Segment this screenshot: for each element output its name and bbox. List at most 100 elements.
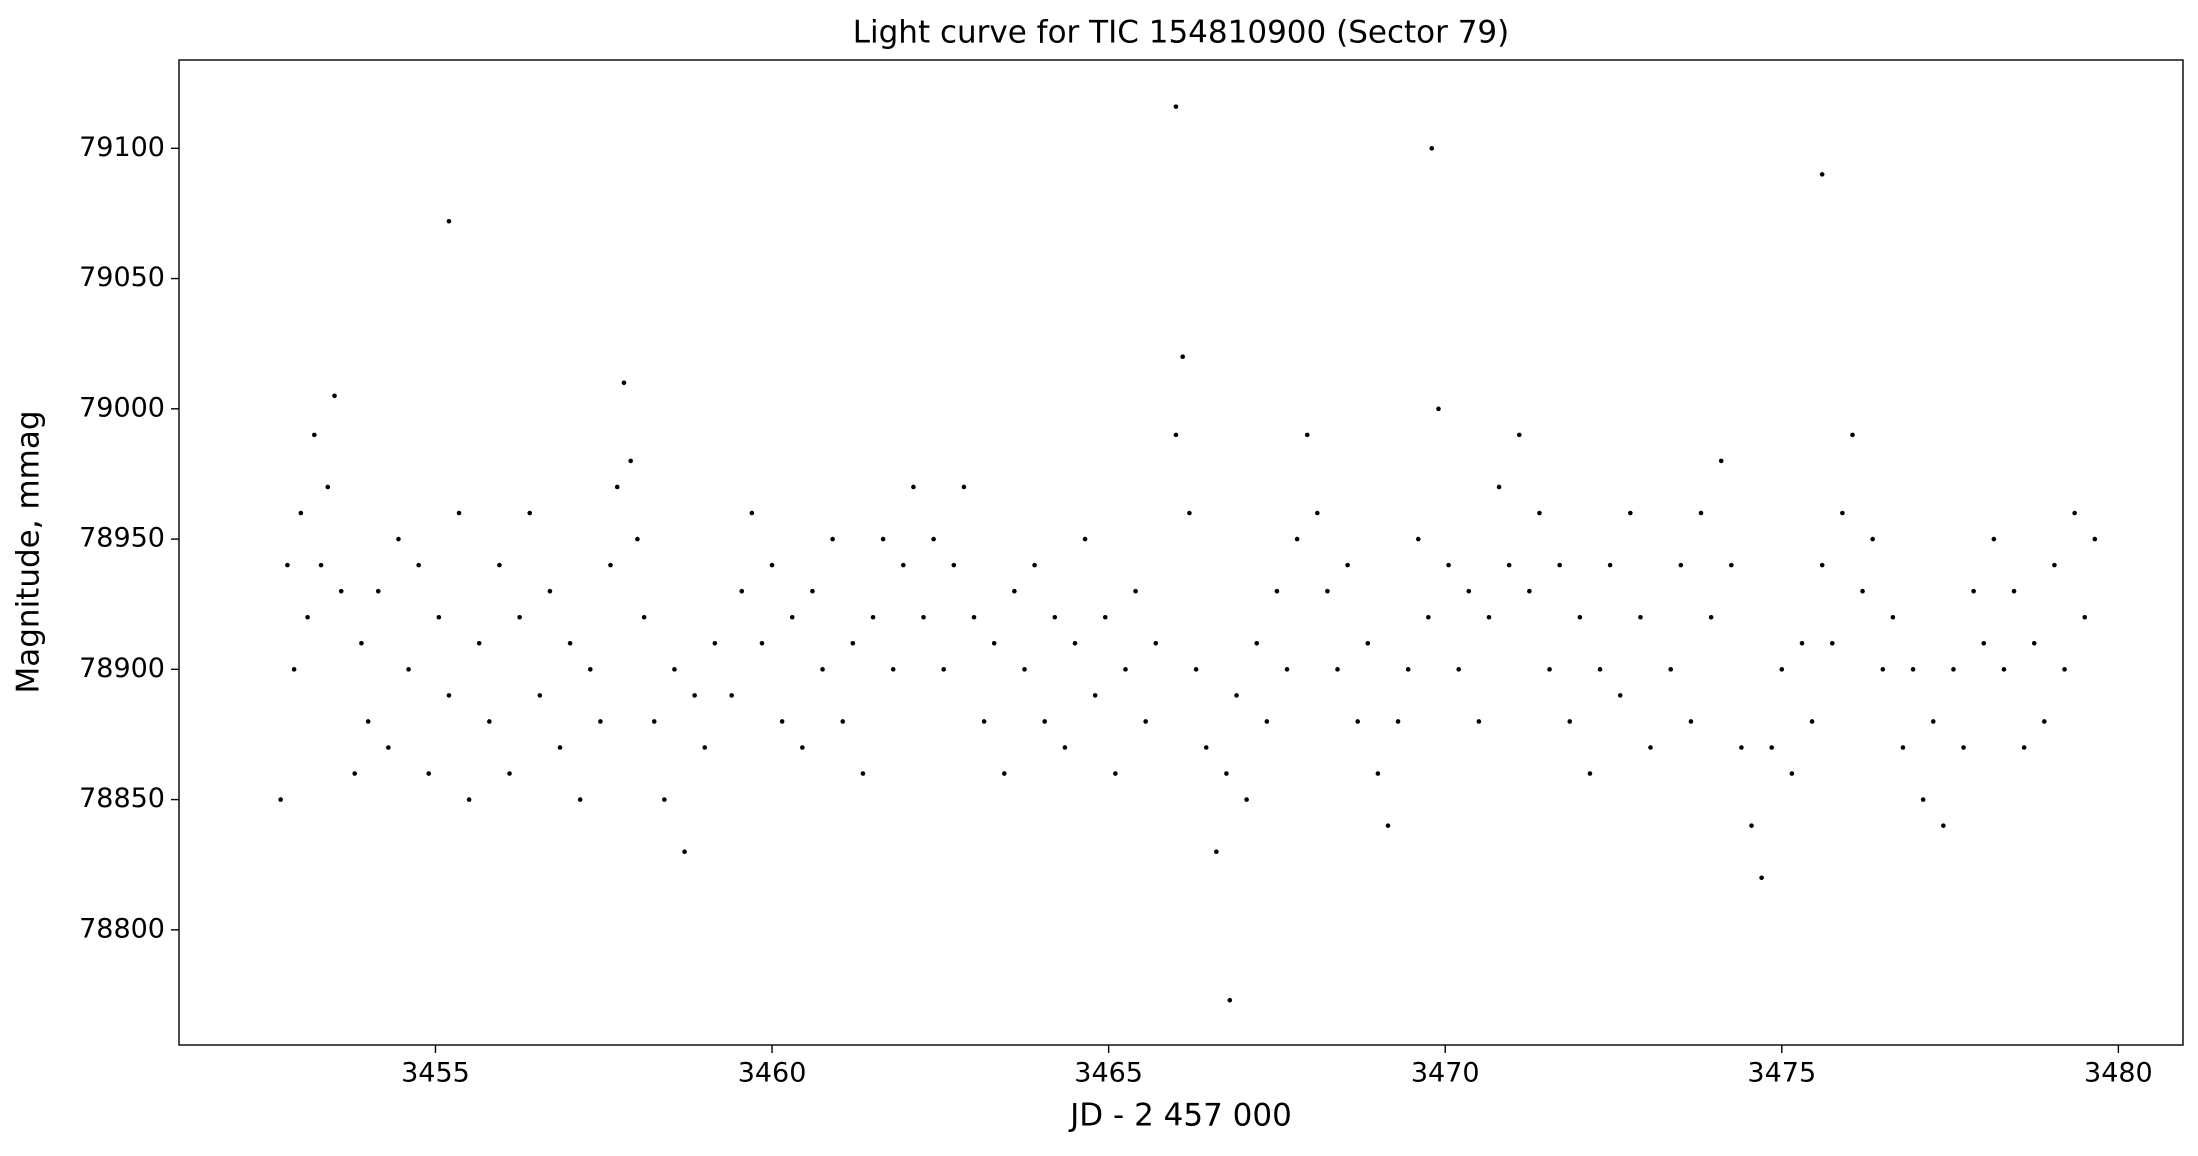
data-point	[682, 849, 687, 854]
data-point	[870, 614, 876, 620]
data-point	[1180, 354, 1185, 360]
data-point	[1708, 614, 1714, 620]
data-point	[1436, 406, 1441, 412]
x-tick-label: 3465	[1074, 1058, 1143, 1089]
y-tick-label: 78900	[79, 653, 165, 684]
data-point	[1496, 484, 1502, 490]
data-point	[527, 510, 533, 516]
data-point	[961, 484, 967, 490]
data-point	[1749, 823, 1754, 828]
data-point	[1284, 667, 1290, 672]
x-tick-label: 3460	[738, 1058, 807, 1089]
data-point	[365, 719, 371, 724]
data-point	[1577, 614, 1583, 620]
data-point	[850, 640, 856, 646]
data-point	[1062, 745, 1068, 750]
data-point	[1052, 614, 1058, 620]
data-point	[1426, 614, 1431, 620]
data-point	[739, 588, 745, 594]
data-point	[628, 458, 633, 464]
data-point	[1456, 667, 1461, 672]
data-point	[456, 510, 462, 516]
data-point	[840, 719, 846, 724]
data-point	[1466, 588, 1472, 594]
data-point	[971, 614, 977, 620]
data-point	[830, 536, 835, 542]
data-point	[1890, 614, 1896, 620]
data-point	[1143, 719, 1148, 724]
data-point	[1648, 745, 1653, 750]
data-point	[2021, 745, 2027, 750]
data-point	[1365, 640, 1371, 646]
data-point	[1264, 719, 1270, 724]
data-point	[941, 667, 947, 672]
data-point	[1193, 667, 1199, 672]
data-point	[1516, 432, 1522, 438]
data-point	[1981, 640, 1987, 646]
data-point	[1527, 588, 1532, 594]
y-tick-label: 79000	[79, 392, 165, 423]
data-point	[951, 562, 957, 568]
data-point	[991, 640, 997, 646]
data-point	[2011, 588, 2017, 594]
data-point	[1991, 536, 1997, 542]
y-tick-label: 78850	[79, 783, 165, 814]
data-point	[1072, 640, 1078, 646]
data-point	[1668, 667, 1674, 672]
data-point	[1405, 667, 1411, 672]
data-point	[1082, 536, 1088, 542]
data-point	[1355, 719, 1361, 724]
data-point	[2052, 562, 2057, 568]
data-point	[1304, 432, 1310, 438]
data-point	[1840, 510, 1845, 516]
data-point	[1294, 536, 1300, 542]
data-point	[1224, 771, 1229, 776]
data-point	[1688, 719, 1694, 724]
data-point	[537, 693, 543, 698]
data-point	[1567, 719, 1573, 724]
data-point	[1961, 745, 1966, 750]
data-point	[278, 797, 283, 802]
data-point	[1203, 745, 1209, 750]
data-point	[621, 380, 627, 386]
data-point	[1678, 562, 1684, 568]
data-point	[1698, 510, 1704, 516]
data-point	[1557, 562, 1562, 568]
data-point	[1537, 510, 1542, 516]
data-point	[1022, 667, 1027, 672]
data-point	[1779, 667, 1785, 672]
data-point	[672, 667, 677, 672]
data-point	[880, 536, 886, 542]
data-point	[1214, 849, 1219, 854]
data-point	[1951, 667, 1956, 672]
data-point	[487, 719, 492, 724]
data-point	[375, 588, 381, 594]
data-point	[1227, 997, 1233, 1003]
data-point	[641, 614, 647, 620]
data-point	[1617, 693, 1623, 698]
data-point	[1234, 693, 1239, 698]
data-point	[1628, 510, 1633, 516]
chart-title: Light curve for TIC 154810900 (Sector 79…	[853, 15, 1510, 51]
x-axis-label: JD - 2 457 000	[1068, 1098, 1292, 1134]
data-point	[729, 693, 734, 698]
y-tick-label: 79100	[79, 132, 165, 163]
data-point	[305, 614, 310, 620]
data-point	[1244, 797, 1249, 802]
data-point	[446, 218, 452, 224]
data-point	[2042, 719, 2047, 724]
data-point	[1335, 667, 1340, 672]
data-point	[2092, 536, 2098, 542]
data-point	[931, 536, 936, 542]
data-point	[860, 771, 866, 776]
data-point	[1315, 510, 1320, 516]
data-point	[1001, 771, 1007, 776]
data-point	[1607, 562, 1613, 568]
data-point	[1486, 614, 1492, 620]
data-point	[1173, 432, 1179, 438]
data-point	[1829, 640, 1835, 646]
data-point	[2001, 667, 2007, 672]
data-point	[1850, 432, 1855, 438]
data-point	[1042, 719, 1047, 724]
